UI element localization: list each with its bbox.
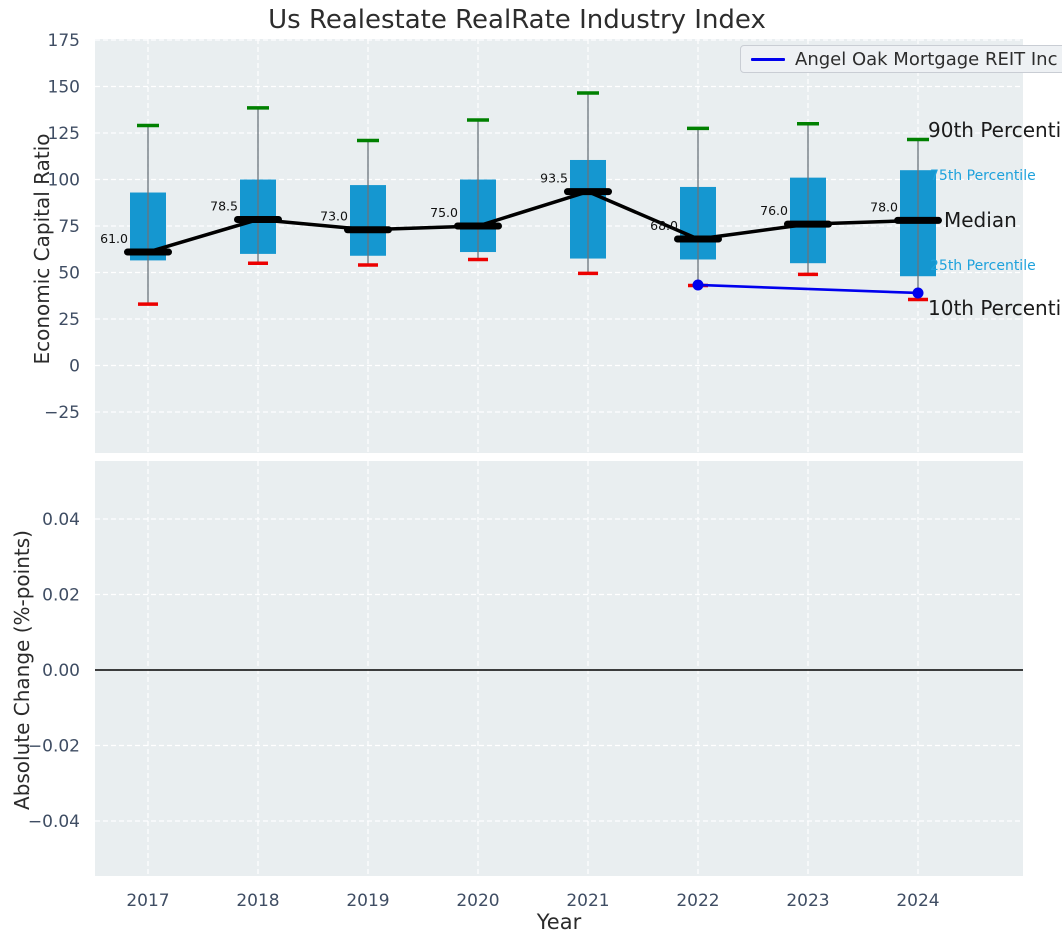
median-marker: [784, 220, 832, 228]
x-tick-label: 2020: [456, 891, 499, 911]
bottom-y-axis-label: Absolute Change (%-points): [10, 530, 34, 810]
top-y-tick-label: 0: [69, 357, 80, 377]
top-plot-area: [95, 39, 1023, 453]
median-value-label: 73.0: [320, 209, 348, 224]
median-marker: [344, 226, 392, 234]
top-y-axis-label: Economic Capital Ratio: [30, 133, 54, 365]
median-marker: [454, 222, 502, 230]
chart-title: Us Realestate RealRate Industry Index: [268, 5, 766, 35]
legend: Angel Oak Mortgage REIT Inc: [740, 45, 1062, 73]
median-marker: [564, 188, 612, 196]
median-value-label: 93.5: [540, 171, 568, 186]
median-value-label: 68.0: [650, 218, 678, 233]
median-value-label: 75.0: [430, 205, 458, 220]
bottom-y-tick-label: 0.02: [42, 586, 80, 606]
annotation-25th-percentile: 25th Percentile: [930, 258, 1036, 274]
annotation-10th-percentile: 10th Percentile: [928, 296, 1062, 320]
x-axis-label: Year: [536, 910, 582, 934]
bottom-y-tick-label: 0.00: [42, 661, 80, 681]
bottom-y-tick-label: −0.04: [28, 812, 80, 832]
median-value-label: 78.5: [210, 198, 238, 213]
company-point: [692, 279, 704, 291]
top-y-tick-label: −25: [44, 403, 80, 423]
x-tick-label: 2023: [786, 891, 829, 911]
median-marker: [124, 248, 172, 256]
x-tick-label: 2024: [896, 891, 939, 911]
top-y-tick-label: 125: [48, 124, 80, 144]
bottom-plot-area: [95, 461, 1023, 876]
median-marker: [894, 216, 942, 224]
annotation-90th-percentile: 90th Percentile: [928, 118, 1062, 142]
top-y-tick-label: 25: [58, 310, 80, 330]
legend-line-sample-icon: [751, 57, 785, 61]
median-value-label: 61.0: [100, 231, 128, 246]
median-value-label: 78.0: [870, 199, 898, 214]
x-tick-label: 2018: [236, 891, 279, 911]
top-y-tick-label: 100: [48, 171, 80, 191]
company-line: [697, 283, 919, 295]
median-marker: [234, 215, 282, 223]
legend-label: Angel Oak Mortgage REIT Inc: [795, 48, 1058, 70]
median-marker: [674, 235, 722, 243]
x-tick-label: 2021: [566, 891, 609, 911]
x-tick-label: 2019: [346, 891, 389, 911]
annotation-75th-percentile: 75th Percentile: [930, 168, 1036, 184]
top-y-tick-label: 50: [58, 264, 80, 284]
company-point: [912, 287, 924, 299]
bottom-y-tick-label: −0.02: [28, 737, 80, 757]
top-y-tick-label: 150: [48, 78, 80, 98]
x-tick-label: 2017: [126, 891, 169, 911]
median-value-label: 76.0: [760, 203, 788, 218]
top-y-tick-label: 75: [58, 217, 80, 237]
annotation-median: Median: [944, 208, 1017, 232]
top-y-tick-label: 175: [48, 31, 80, 51]
x-tick-label: 2022: [676, 891, 719, 911]
bottom-y-tick-label: 0.04: [42, 510, 80, 530]
